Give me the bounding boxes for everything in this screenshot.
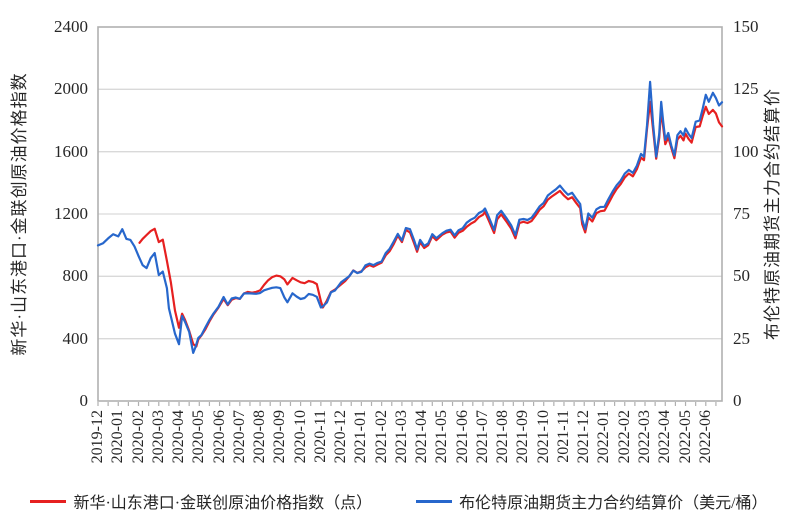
x-axis-tick: 2020-06 [210,410,228,464]
x-axis-tick: 2022-05 [676,410,694,464]
x-axis-tick: 2022-04 [656,410,674,464]
right-axis-tick: 100 [733,141,759,161]
right-axis-tick: 50 [733,266,750,286]
x-axis-tick: 2020-12 [332,410,350,464]
legend: 新华·山东港口·金联创原油价格指数（点） 布伦特原油期货主力合约结算价（美元/桶… [0,486,798,516]
legend-label-index-series: 新华·山东港口·金联创原油价格指数（点） [73,495,373,512]
x-axis-tick: 2020-10 [291,410,309,464]
left-axis-tick: 2000 [54,79,88,99]
x-axis-tick: 2020-07 [230,410,248,464]
x-axis-tick: 2021-01 [352,410,370,464]
x-axis-tick: 2021-07 [473,410,491,464]
x-axis-tick: 2020-08 [251,410,269,464]
x-axis-tick: 2022-02 [615,410,633,464]
x-axis-tick: 2021-11 [554,410,572,463]
x-axis-tick: 2021-08 [494,410,512,464]
x-axis-tick: 2021-09 [514,410,532,464]
right-axis-tick: 75 [733,204,750,223]
x-axis-tick: 2022-01 [595,410,613,464]
right-axis-tick: 150 [733,17,759,36]
left-axis-tick: 1200 [54,204,88,223]
left-axis-tick: 800 [62,266,89,286]
legend-item-brent-series: 布伦特原油期货主力合约结算价（美元/桶） [416,489,768,513]
right-axis-tick: 0 [733,391,742,410]
blue-line-swatch [416,499,453,503]
left-axis-tick: 400 [62,328,89,348]
x-axis-tick: 2021-12 [575,410,593,464]
x-axis-tick: 2021-02 [372,410,390,464]
red-line-swatch [30,499,67,503]
x-axis-tick: 2019-12 [89,410,106,464]
plot-area [96,26,724,406]
right-axis-tick: 25 [733,328,750,348]
x-axis-tick: 2022-03 [636,410,653,464]
x-axis-tick: 2020-03 [149,410,167,464]
x-axis-tick: 2020-01 [109,410,127,464]
x-axis-tick: 2020-02 [129,410,147,464]
x-axis-tick: 2020-04 [170,410,188,464]
x-axis-tick: 2021-10 [534,410,552,464]
left-axis-tick: 0 [79,391,89,410]
x-axis-tick: 2021-05 [433,410,451,464]
legend-item-index-series: 新华·山东港口·金联创原油价格指数（点） [30,489,372,513]
left-axis-tick: 1600 [54,141,88,161]
x-axis-tick: 2021-06 [453,410,471,464]
x-axis-tick: 2021-03 [392,410,410,464]
left-axis-tick: 2400 [54,17,88,36]
x-axis-tick: 2020-11 [311,410,329,463]
x-axis-tick: 2020-09 [271,410,289,464]
x-axis-tick: 2021-04 [413,410,431,464]
x-axis-tick: 2020-05 [190,410,208,464]
x-axis-tick: 2022-06 [696,410,714,464]
legend-label-brent-series: 布伦特原油期货主力合约结算价（美元/桶） [459,495,768,512]
right-axis-tick: 125 [733,79,759,99]
